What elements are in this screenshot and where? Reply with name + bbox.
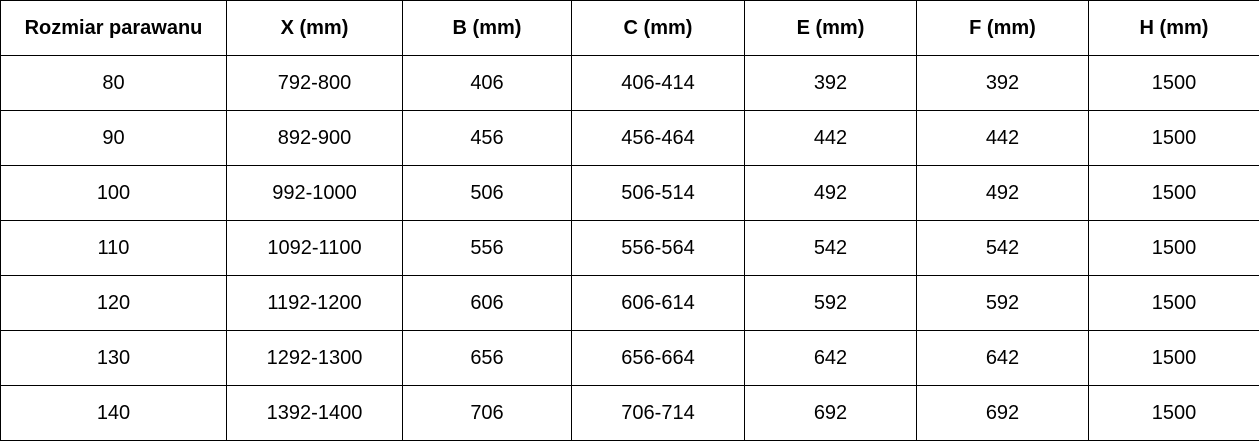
- table-cell: 706-714: [572, 386, 745, 441]
- table-cell: 130: [1, 331, 227, 386]
- table-cell: 592: [745, 276, 917, 331]
- column-header-6: H (mm): [1089, 1, 1259, 56]
- table-cell: 556-564: [572, 221, 745, 276]
- table-cell: 1500: [1089, 221, 1259, 276]
- table-cell: 406-414: [572, 56, 745, 111]
- table-cell: 556: [403, 221, 572, 276]
- column-header-2: B (mm): [403, 1, 572, 56]
- column-header-0: Rozmiar parawanu: [1, 1, 227, 56]
- table-cell: 1500: [1089, 331, 1259, 386]
- table-cell: 542: [917, 221, 1089, 276]
- column-header-3: C (mm): [572, 1, 745, 56]
- table-cell: 80: [1, 56, 227, 111]
- table-cell: 892-900: [227, 111, 403, 166]
- table-cell: 392: [745, 56, 917, 111]
- table-cell: 592: [917, 276, 1089, 331]
- table-cell: 492: [745, 166, 917, 221]
- table-cell: 1292-1300: [227, 331, 403, 386]
- table-cell: 706: [403, 386, 572, 441]
- table-cell: 642: [745, 331, 917, 386]
- table-cell: 1500: [1089, 111, 1259, 166]
- table-cell: 442: [745, 111, 917, 166]
- table-cell: 1500: [1089, 56, 1259, 111]
- table-cell: 542: [745, 221, 917, 276]
- table-cell: 992-1000: [227, 166, 403, 221]
- table-cell: 392: [917, 56, 1089, 111]
- table-cell: 1192-1200: [227, 276, 403, 331]
- table-cell: 606: [403, 276, 572, 331]
- table-cell: 506: [403, 166, 572, 221]
- table-cell: 442: [917, 111, 1089, 166]
- column-header-1: X (mm): [227, 1, 403, 56]
- table-cell: 506-514: [572, 166, 745, 221]
- column-header-4: E (mm): [745, 1, 917, 56]
- table-cell: 1500: [1089, 166, 1259, 221]
- table-cell: 456-464: [572, 111, 745, 166]
- table-cell: 456: [403, 111, 572, 166]
- column-header-5: F (mm): [917, 1, 1089, 56]
- table-cell: 656-664: [572, 331, 745, 386]
- table-cell: 120: [1, 276, 227, 331]
- table-cell: 1092-1100: [227, 221, 403, 276]
- table-cell: 140: [1, 386, 227, 441]
- table-cell: 606-614: [572, 276, 745, 331]
- table-cell: 1392-1400: [227, 386, 403, 441]
- table-cell: 492: [917, 166, 1089, 221]
- table-cell: 692: [917, 386, 1089, 441]
- table-cell: 692: [745, 386, 917, 441]
- table-cell: 1500: [1089, 276, 1259, 331]
- table-cell: 110: [1, 221, 227, 276]
- table-cell: 100: [1, 166, 227, 221]
- table-cell: 656: [403, 331, 572, 386]
- table-cell: 1500: [1089, 386, 1259, 441]
- table-cell: 642: [917, 331, 1089, 386]
- table-cell: 792-800: [227, 56, 403, 111]
- table-cell: 90: [1, 111, 227, 166]
- table-cell: 406: [403, 56, 572, 111]
